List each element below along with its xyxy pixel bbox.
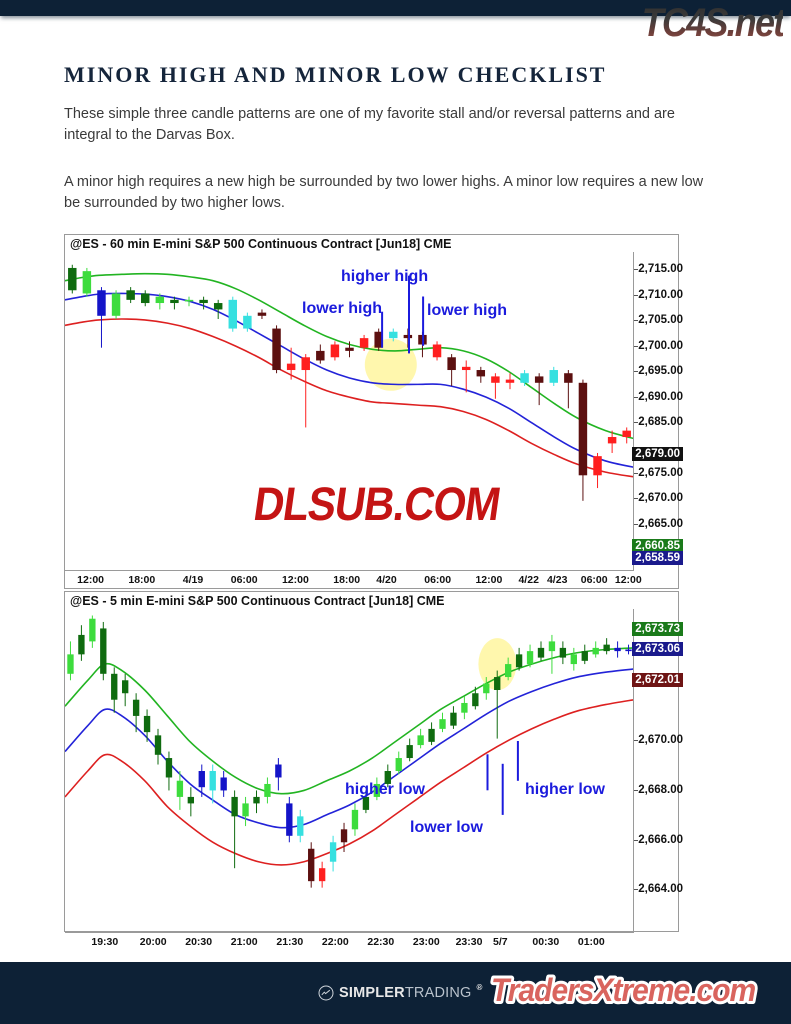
svg-text:higher low: higher low bbox=[345, 781, 426, 798]
svg-text:lower high: lower high bbox=[302, 300, 382, 317]
svg-text:lower low: lower low bbox=[410, 819, 483, 836]
svg-text:higher high: higher high bbox=[341, 268, 428, 285]
svg-text:lower high: lower high bbox=[427, 302, 507, 319]
svg-text:higher low: higher low bbox=[525, 781, 606, 798]
svg-text:TradersXtreme.com: TradersXtreme.com bbox=[491, 972, 755, 1008]
svg-text:DLSUB.COM: DLSUB.COM bbox=[251, 477, 504, 531]
